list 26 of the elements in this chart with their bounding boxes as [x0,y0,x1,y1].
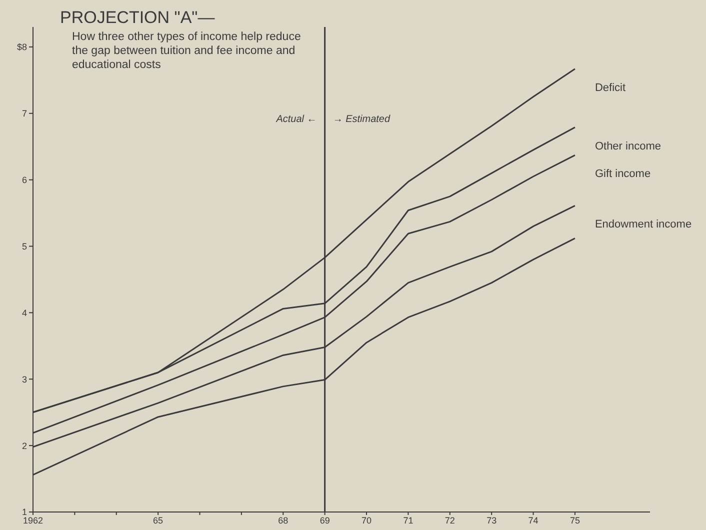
x-tick-label: 71 [403,515,414,526]
annotation: → Estimated [332,114,391,125]
text: Other income [594,140,661,152]
x-tick-label: 72 [444,515,455,526]
chart-title: PROJECTION "A"— [60,8,215,28]
x-tick-label: 65 [153,515,164,526]
annotation: Actual ← [275,114,317,125]
y-tick-label: 3 [22,374,27,384]
x-tick-label: 74 [528,515,538,526]
x-tick-label: 69 [320,515,330,526]
y-tick-label: 6 [22,175,27,186]
x-tick-label: 73 [486,515,497,526]
y-tick-label: 1 [22,507,27,518]
x-tick-label: 70 [362,515,372,526]
text: Gift income [594,168,651,180]
y-tick-label: $8 [16,42,27,52]
text: Endowment income [594,218,692,231]
text: Deficit [594,82,626,94]
text: How three other types of income help reduce the gap between tuition and fee income and educational costs [72,30,302,72]
x-tick-label: 1962 [22,515,44,526]
y-tick-label: 7 [22,108,27,119]
x-tick-label: 68 [278,515,288,526]
y-tick-label: 4 [22,308,27,318]
y-tick-label: 5 [22,241,27,252]
y-tick-label: 2 [22,440,27,451]
x-tick-label: 75 [570,515,580,526]
